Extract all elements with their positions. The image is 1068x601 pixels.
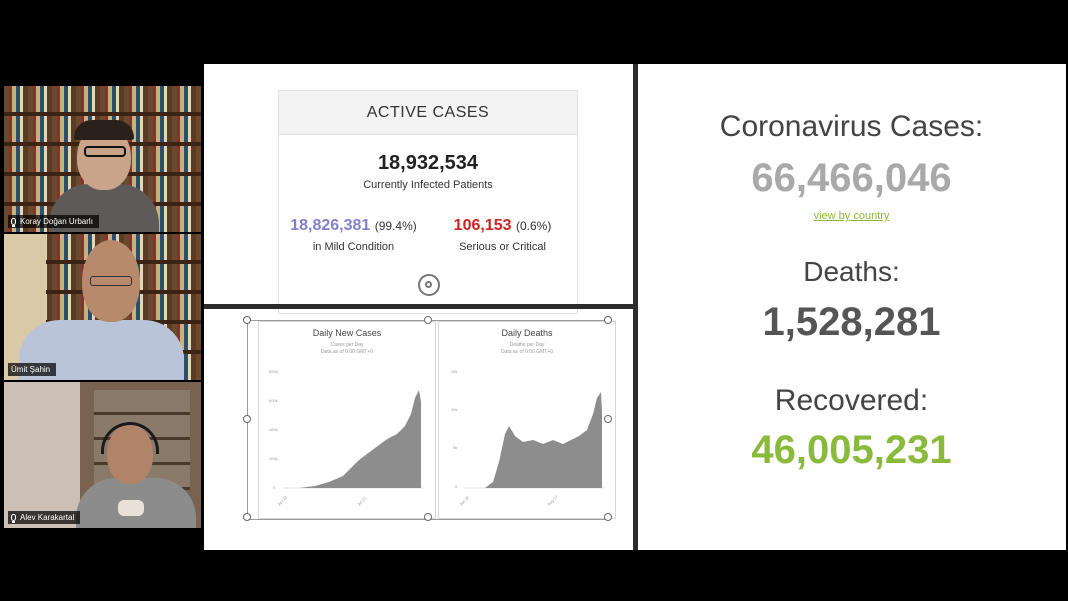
cases-label: Coronavirus Cases: xyxy=(719,110,984,143)
deaths-area xyxy=(485,392,602,488)
chart-subtitle: Deaths per Day Data as of 0:00 GMT+0 xyxy=(500,342,554,355)
participant-tile-3[interactable]: Alev Karakartal xyxy=(4,382,201,528)
deaths-label: Deaths: xyxy=(803,256,900,287)
y-tick: 5k xyxy=(453,445,457,450)
resize-handle[interactable] xyxy=(424,513,432,521)
participant-name-bar: Alev Karakartal xyxy=(8,511,81,524)
serious-label: Serious or Critical xyxy=(459,241,546,253)
deaths-value: 1,528,281 xyxy=(762,300,941,344)
participant-tile-2[interactable]: Ümit Şahin xyxy=(4,234,201,380)
chart-subtitle: Cases per Day Data as of 0:00 GMT+0 xyxy=(320,342,374,355)
resize-handle[interactable] xyxy=(604,513,612,521)
screen-divider-horizontal xyxy=(204,304,633,309)
mild-label: in Mild Condition xyxy=(312,241,395,253)
shared-screen: ACTIVE CASES 18,932,534 Currently Infect… xyxy=(204,64,1066,550)
resize-handle[interactable] xyxy=(604,415,612,423)
chart-title: Daily Deaths xyxy=(501,328,553,338)
mic-icon xyxy=(11,218,16,227)
new-cases-plot: 800k 600k 400k 200k 0 Jan 22 Jul 21 xyxy=(269,369,424,507)
participant-tile-1[interactable]: Koray Doğan Urbarlı xyxy=(4,86,201,232)
x-tick: Jan 22 xyxy=(458,494,471,507)
y-tick: 400k xyxy=(269,427,278,432)
active-cases-total-label: Currently Infected Patients xyxy=(363,179,493,191)
mild-condition-column: 18,826,381 (99.4%) in Mild Condition xyxy=(279,217,428,253)
y-tick: 600k xyxy=(269,398,278,403)
resize-handle[interactable] xyxy=(243,316,251,324)
recovered-label: Recovered: xyxy=(774,384,929,417)
y-tick: 800k xyxy=(269,369,278,374)
recovered-value: 46,005,231 xyxy=(751,428,952,472)
active-cases-total: 18,932,534 xyxy=(377,152,479,174)
y-tick: 0 xyxy=(455,484,458,489)
deaths-plot: 15k 10k 5k 0 Jan 22 Aug 17 xyxy=(451,369,604,507)
participant-name: Koray Doğan Urbarlı xyxy=(20,217,93,226)
participant-name: Ümit Şahin xyxy=(11,365,51,374)
view-by-country-link[interactable]: view by country xyxy=(813,210,890,222)
participant-name: Alev Karakartal xyxy=(20,513,75,522)
y-tick: 10k xyxy=(451,407,457,412)
mic-icon xyxy=(11,514,16,523)
chart-title: Daily New Cases xyxy=(312,328,382,338)
rotate-handle-icon[interactable] xyxy=(418,274,440,296)
y-tick: 200k xyxy=(269,456,278,461)
mild-value: 18,826,381 xyxy=(290,217,371,234)
x-tick: Aug 17 xyxy=(546,494,559,507)
serious-percent: (0.6%) xyxy=(515,219,552,233)
x-tick: Jul 21 xyxy=(356,495,368,507)
resize-handle[interactable] xyxy=(604,316,612,324)
y-tick: 15k xyxy=(451,369,457,374)
charts-selection-frame[interactable]: Daily New Cases Cases per Day Data as of … xyxy=(243,316,616,521)
serious-value: 106,153 xyxy=(453,217,512,234)
daily-new-cases-chart: Daily New Cases Cases per Day Data as of … xyxy=(258,321,436,519)
mild-percent: (99.4%) xyxy=(374,219,417,233)
new-cases-area xyxy=(299,390,421,488)
resize-handle[interactable] xyxy=(243,513,251,521)
y-tick: 0 xyxy=(273,485,276,490)
daily-deaths-chart: Daily Deaths Deaths per Day Data as of 0:… xyxy=(438,321,616,519)
cases-value: 66,466,046 xyxy=(751,156,952,200)
x-tick: Jan 22 xyxy=(276,494,289,507)
participant-name-bar: Ümit Şahin xyxy=(8,363,57,376)
resize-handle[interactable] xyxy=(424,316,432,324)
participant-name-bar: Koray Doğan Urbarlı xyxy=(8,215,99,228)
resize-handle[interactable] xyxy=(243,415,251,423)
serious-condition-column: 106,153 (0.6%) Serious or Critical xyxy=(428,217,577,253)
active-cases-header: ACTIVE CASES xyxy=(279,91,577,135)
screen-divider-vertical xyxy=(633,64,638,550)
summary-panel: Coronavirus Cases: 66,466,046 view by co… xyxy=(638,64,1066,550)
